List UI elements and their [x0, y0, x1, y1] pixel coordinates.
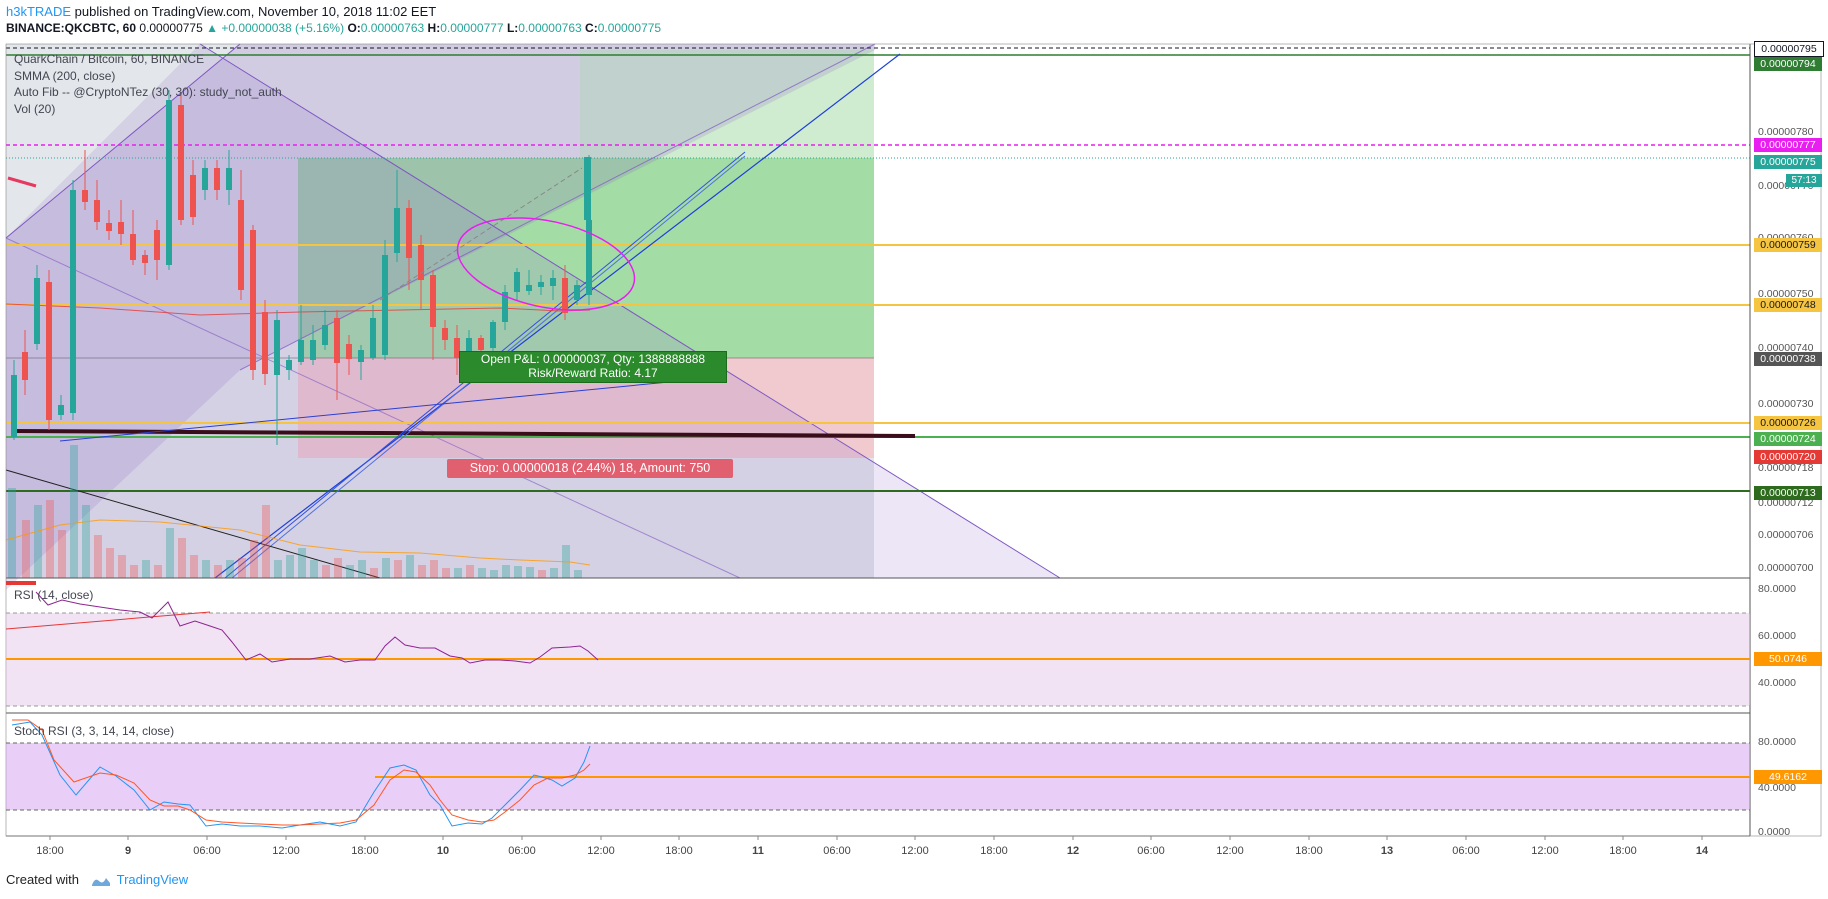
stoch-value-tag: 49.6162: [1754, 770, 1822, 784]
time-tick-label: 06:00: [1137, 845, 1165, 857]
price-tick: 0.00000780: [1758, 126, 1814, 138]
legend-smma[interactable]: SMMA (200, close): [14, 68, 116, 83]
publish-line: h3kTRADE published on TradingView.com, N…: [6, 4, 436, 19]
main-legend: QuarkChain / Bitcoin, 60, BINANCE SMMA (…: [14, 51, 282, 117]
price-level-tag: 0.00000738: [1754, 352, 1822, 366]
highlight-ellipse: [456, 217, 636, 311]
pnl-text: Open P&L: 0.00000037, Qty: 1388888888: [480, 352, 706, 366]
tradingview-logo-icon: [91, 877, 110, 886]
ohlc-line: BINANCE:QKCBTC, 60 0.00000775 ▲ +0.00000…: [6, 21, 661, 35]
time-tick-label: 9: [124, 845, 132, 857]
time-tick-label: 14: [1695, 845, 1709, 857]
price-level-tag: 0.00000726: [1754, 416, 1822, 430]
legend-volume[interactable]: Vol (20): [14, 101, 56, 116]
price-level-tag: 0.00000777: [1754, 138, 1822, 152]
time-tick-label: 06:00: [193, 845, 221, 857]
time-tick-label: 11: [752, 845, 764, 857]
legend-autofib[interactable]: Auto Fib -- @CryptoNTez (30, 30): study_…: [14, 85, 282, 100]
stoch-tick: 80.0000: [1758, 736, 1796, 748]
time-tick-label: 12:00: [272, 845, 300, 857]
price-tick: 0.00000712: [1758, 497, 1814, 509]
time-tick-label: 10: [436, 845, 450, 857]
time-tick-label: 12:00: [1531, 845, 1559, 857]
time-tick-label: 18:00: [36, 845, 64, 857]
stoch-tick: 40.0000: [1758, 782, 1796, 794]
main-pane: [5, 43, 1750, 590]
time-tick-label: 12:00: [587, 845, 615, 857]
price-tick: 0.00000700: [1758, 562, 1814, 574]
price-level-tag: 0.00000775: [1754, 155, 1822, 169]
stoch-tick: 0.0000: [1758, 826, 1791, 838]
time-tick-label: 18:00: [1295, 845, 1323, 857]
author-link[interactable]: h3kTRADE: [6, 4, 72, 19]
time-tick-label: 18:00: [1609, 845, 1637, 857]
price-level-tag: 0.00000720: [1754, 450, 1822, 464]
stop-label[interactable]: Stop: 0.00000018 (2.44%) 18, Amount: 750: [447, 459, 733, 478]
time-tick-label: 06:00: [508, 845, 536, 857]
time-tick-label: 12: [1066, 845, 1080, 857]
time-tick-label: 18:00: [980, 845, 1008, 857]
pnl-label[interactable]: Open P&L: 0.00000037, Qty: 1388888888 Ri…: [459, 351, 727, 383]
time-tick-label: 18:00: [351, 845, 379, 857]
time-tick-label: 12:00: [1216, 845, 1244, 857]
volume-bars: [8, 445, 582, 578]
bar-countdown: 57:13: [1786, 174, 1822, 187]
target-zone-top: [580, 50, 874, 158]
price-tick: 0.00000706: [1758, 529, 1814, 541]
price-level-tag: 0.00000713: [1754, 486, 1822, 500]
legend-stoch-rsi[interactable]: Stoch RSI (3, 3, 14, 14, close): [14, 724, 175, 738]
time-tick-label: 12:00: [901, 845, 929, 857]
rsi-value-tag: 50.0746: [1754, 652, 1822, 666]
last-price: 0.00000775: [139, 21, 203, 35]
rsi-tick: 80.0000: [1758, 583, 1796, 595]
price-level-tag: 0.00000759: [1754, 238, 1822, 252]
rsi-pane: [5, 581, 1750, 707]
rsi-tick: 40.0000: [1758, 677, 1796, 689]
price-level-tag: 0.00000724: [1754, 432, 1822, 446]
tradingview-link[interactable]: TradingView: [116, 872, 189, 887]
created-with: Created with: [6, 872, 79, 887]
price-level-tag: 0.00000748: [1754, 298, 1822, 312]
high-label: H:: [427, 21, 441, 35]
close-value: 0.00000775: [597, 21, 662, 35]
low-value: 0.00000763: [518, 21, 582, 35]
time-tick-label: 18:00: [665, 845, 693, 857]
channel-fill: [6, 44, 875, 590]
legend-rsi[interactable]: RSI (14, close): [14, 588, 94, 602]
rsi-tick: 60.0000: [1758, 630, 1796, 642]
open-label: O:: [347, 21, 361, 35]
time-tick-label: 13: [1380, 845, 1394, 857]
channel-fill-desc: [6, 44, 1060, 578]
stoch-pane: [6, 719, 1750, 829]
price-tick: 0.00000730: [1758, 398, 1814, 410]
price-change: ▲ +0.00000038 (+5.16%): [206, 21, 345, 35]
price-tick: 0.00000750: [1758, 288, 1814, 300]
risk-reward-text: Risk/Reward Ratio: 4.17: [528, 366, 658, 380]
price-level-tag: 0.00000794: [1754, 57, 1822, 71]
footer: Created with TradingView: [6, 872, 188, 887]
time-axis-ticks: [49, 836, 1703, 840]
publish-info: published on TradingView.com, November 1…: [71, 4, 437, 19]
high-value: 0.00000777: [440, 21, 504, 35]
symbol: BINANCE:QKCBTC, 60: [6, 21, 137, 35]
low-label: L:: [506, 21, 519, 35]
price-level-tag: 0.00000795: [1754, 41, 1824, 57]
legend-main-series[interactable]: QuarkChain / Bitcoin, 60, BINANCE: [14, 52, 205, 66]
time-tick-label: 06:00: [1452, 845, 1480, 857]
time-tick-label: 06:00: [823, 845, 851, 857]
open-value: 0.00000763: [360, 21, 425, 35]
price-tick: 0.00000740: [1758, 342, 1814, 354]
candles: [11, 90, 592, 445]
close-label: C:: [585, 21, 598, 35]
price-tick: 0.00000718: [1758, 462, 1814, 474]
